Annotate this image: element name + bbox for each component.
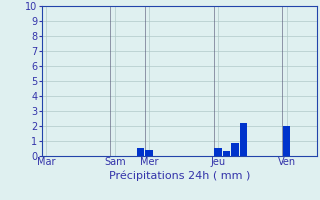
Bar xyxy=(214,148,221,156)
Bar xyxy=(240,123,247,156)
Bar xyxy=(146,150,153,156)
Bar xyxy=(137,148,144,156)
Bar xyxy=(283,126,290,156)
X-axis label: Précipitations 24h ( mm ): Précipitations 24h ( mm ) xyxy=(108,170,250,181)
Bar xyxy=(231,142,239,156)
Bar xyxy=(223,151,230,156)
